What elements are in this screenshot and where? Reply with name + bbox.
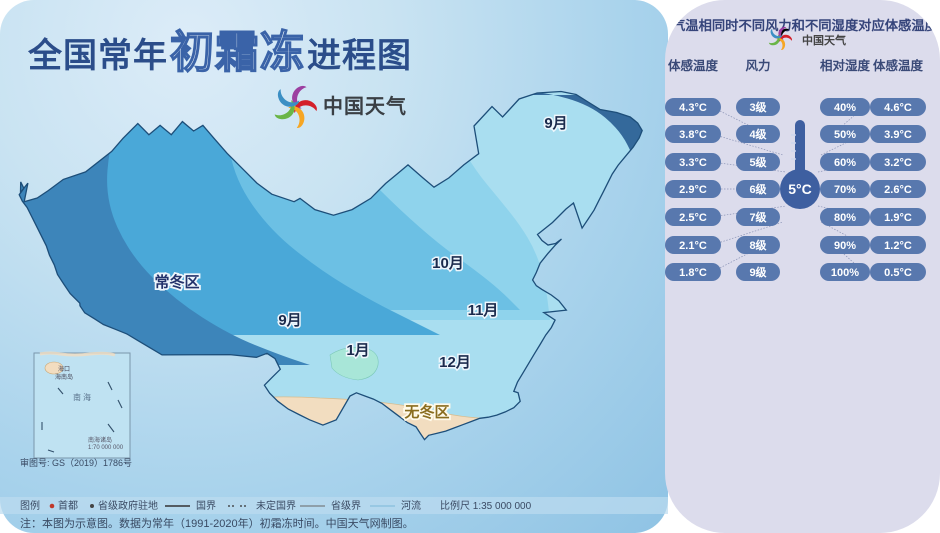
svg-text:南海: 南海: [73, 392, 93, 402]
svg-text:相对湿度: 相对湿度: [820, 58, 871, 73]
svg-text:100%: 100%: [831, 267, 859, 279]
svg-text:省级政府驻地: 省级政府驻地: [98, 499, 158, 512]
svg-text:9月: 9月: [278, 312, 301, 329]
svg-text:60%: 60%: [834, 157, 856, 169]
svg-text:10月: 10月: [432, 255, 464, 272]
svg-text:5°C: 5°C: [788, 181, 812, 197]
svg-text:气温相同时不同风力和不同湿度对应体感温度: 气温相同时不同风力和不同湿度对应体感温度: [671, 17, 939, 33]
svg-text:4.6°C: 4.6°C: [884, 102, 912, 114]
svg-text:9级: 9级: [749, 265, 767, 279]
svg-text:2.5°C: 2.5°C: [679, 212, 707, 224]
svg-text:1.9°C: 1.9°C: [884, 212, 912, 224]
svg-text:风力: 风力: [745, 58, 770, 73]
svg-text:9月: 9月: [544, 115, 567, 132]
svg-text:首都: 首都: [58, 499, 78, 512]
svg-text:3.9°C: 3.9°C: [884, 129, 912, 141]
svg-text:未定国界: 未定国界: [256, 499, 296, 512]
svg-text:海口: 海口: [58, 365, 70, 373]
svg-text:中国天气: 中国天气: [323, 94, 407, 118]
svg-text:50%: 50%: [834, 129, 856, 141]
svg-text:3.3°C: 3.3°C: [679, 157, 707, 169]
svg-text:80%: 80%: [834, 212, 856, 224]
svg-text:0.5°C: 0.5°C: [884, 267, 912, 279]
svg-text:11月: 11月: [468, 302, 499, 319]
svg-text:7级: 7级: [749, 210, 767, 224]
svg-text:12月: 12月: [439, 354, 471, 371]
svg-text:1.2°C: 1.2°C: [884, 240, 912, 252]
svg-text:图例: 图例: [20, 499, 40, 512]
svg-text:4.3°C: 4.3°C: [679, 102, 707, 114]
svg-text:审图号: GS（2019）1786号: 审图号: GS（2019）1786号: [20, 457, 132, 468]
svg-text:6级: 6级: [749, 182, 767, 196]
svg-text:河流: 河流: [401, 499, 421, 512]
svg-text:40%: 40%: [834, 102, 856, 114]
svg-text:2.1°C: 2.1°C: [679, 240, 707, 252]
svg-text:常冬区: 常冬区: [154, 273, 199, 291]
svg-text:90%: 90%: [834, 240, 856, 252]
svg-text:省级界: 省级界: [331, 499, 361, 512]
svg-text:国界: 国界: [196, 500, 216, 512]
svg-text:3级: 3级: [749, 100, 767, 114]
svg-text:3.8°C: 3.8°C: [679, 129, 707, 141]
svg-text:中国天气: 中国天气: [802, 33, 846, 47]
svg-text:注：本图为示意图。数据为常年（1991-2020年）初霜冻时: 注：本图为示意图。数据为常年（1991-2020年）初霜冻时间。中国天气网制图。: [20, 516, 414, 530]
svg-text:70%: 70%: [834, 184, 856, 196]
svg-text:4级: 4级: [749, 127, 767, 141]
svg-text:1.8°C: 1.8°C: [679, 267, 707, 279]
svg-text:5级: 5级: [749, 155, 767, 169]
svg-text:3.2°C: 3.2°C: [884, 157, 912, 169]
svg-text:体感温度: 体感温度: [668, 58, 719, 73]
svg-text:2.6°C: 2.6°C: [884, 184, 912, 196]
svg-text:无冬区: 无冬区: [403, 403, 449, 421]
svg-text:1:70 000 000: 1:70 000 000: [88, 445, 124, 451]
svg-text:海南岛: 海南岛: [55, 373, 73, 381]
svg-text:南海诸岛: 南海诸岛: [88, 436, 112, 444]
svg-text:2.9°C: 2.9°C: [679, 184, 707, 196]
svg-text:1月: 1月: [346, 342, 369, 359]
svg-text:体感温度: 体感温度: [873, 58, 924, 73]
svg-text:比例尺 1:35 000 000: 比例尺 1:35 000 000: [440, 499, 532, 512]
svg-text:8级: 8级: [749, 238, 767, 252]
